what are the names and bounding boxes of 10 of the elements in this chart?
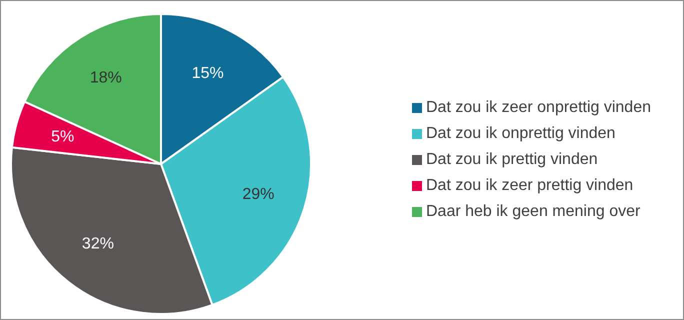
legend-label: Dat zou ik zeer prettig vinden <box>426 177 634 194</box>
legend-label: Daar heb ik geen mening over <box>426 203 640 220</box>
data-label: 29% <box>242 186 274 203</box>
legend-label: Dat zou ik prettig vinden <box>426 151 598 168</box>
data-label: 5% <box>51 128 74 146</box>
data-label: 18% <box>90 70 122 87</box>
data-label: 15% <box>192 64 224 82</box>
legend-label: Dat zou ik onprettig vinden <box>426 125 616 142</box>
legend-label: Dat zou ik zeer onprettig vinden <box>426 99 651 116</box>
data-label: 32% <box>82 236 114 253</box>
